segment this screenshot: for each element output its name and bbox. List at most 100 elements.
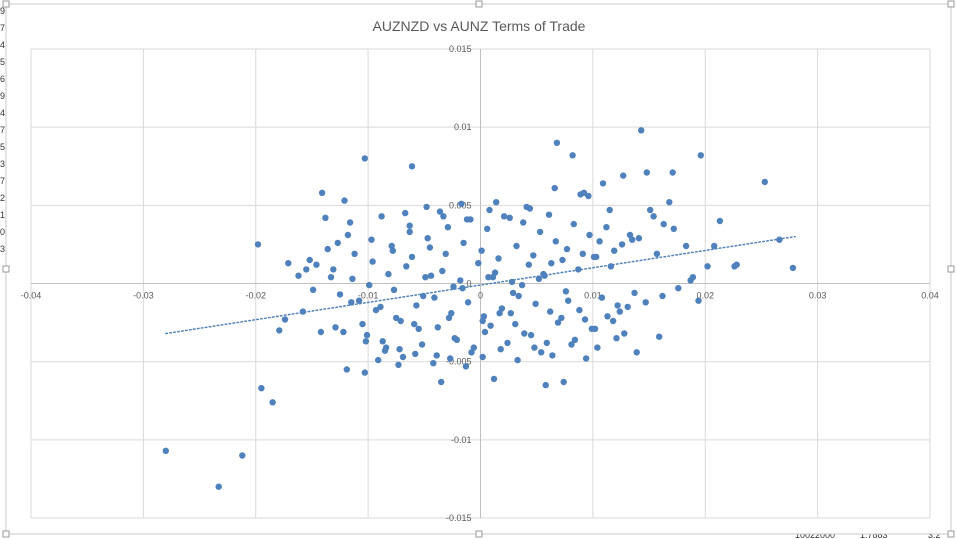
data-point[interactable] [295,272,302,279]
data-point[interactable] [527,331,535,339]
data-point[interactable] [613,335,620,342]
data-point[interactable] [552,238,559,245]
data-point[interactable] [647,206,654,214]
data-point[interactable] [542,381,549,389]
data-point[interactable] [697,152,704,159]
data-point[interactable] [366,281,373,289]
data-point[interactable] [604,313,611,320]
data-point[interactable] [484,225,491,232]
data-point[interactable] [585,192,592,200]
data-point[interactable] [368,236,375,243]
data-point[interactable] [362,338,370,345]
data-point[interactable] [621,330,628,337]
data-point[interactable] [659,292,666,300]
data-point[interactable] [408,253,416,261]
data-point[interactable] [359,320,366,328]
data-point[interactable] [239,452,246,459]
data-point[interactable] [642,299,649,306]
data-point[interactable] [303,266,310,273]
data-point[interactable] [440,213,447,220]
data-point[interactable] [426,244,434,251]
data-point[interactable] [504,339,511,347]
data-point[interactable] [427,272,435,279]
data-point[interactable] [420,292,427,300]
data-point[interactable] [514,356,521,364]
data-point[interactable] [344,231,352,239]
data-point[interactable] [393,314,400,322]
data-point[interactable] [389,247,396,254]
resize-handle[interactable] [2,0,10,8]
data-point[interactable] [451,335,458,342]
data-point[interactable] [349,275,356,282]
data-point[interactable] [450,283,457,290]
data-point[interactable] [318,189,326,196]
data-point[interactable] [457,277,464,284]
resize-handle[interactable] [947,0,955,8]
data-point[interactable] [363,331,371,339]
data-point[interactable] [538,349,545,356]
data-point[interactable] [430,360,437,367]
data-point[interactable] [638,127,645,134]
data-point[interactable] [629,236,636,243]
data-point[interactable] [281,316,289,323]
data-point[interactable] [761,178,768,186]
resize-handle[interactable] [475,0,483,8]
data-point[interactable] [355,297,363,304]
data-point[interactable] [603,224,610,231]
data-point[interactable] [500,213,508,220]
data-point[interactable] [445,314,453,322]
data-point[interactable] [438,378,445,386]
trendline[interactable] [165,235,796,335]
data-point[interactable] [611,247,618,254]
data-point[interactable] [487,322,494,329]
data-point[interactable] [576,306,583,314]
data-point[interactable] [687,277,694,284]
data-point[interactable] [675,285,682,292]
data-point[interactable] [478,247,485,254]
data-point[interactable] [553,139,561,146]
data-point[interactable] [656,333,663,340]
data-point[interactable] [509,289,517,297]
data-point[interactable] [397,317,404,325]
data-point[interactable] [369,258,376,265]
data-point[interactable] [518,281,526,289]
data-point[interactable] [351,250,358,257]
data-point[interactable] [670,225,677,232]
data-point[interactable] [515,292,522,300]
resize-handle[interactable] [475,530,483,538]
data-point[interactable] [462,363,470,370]
data-point[interactable] [559,256,566,264]
data-point[interactable] [361,155,368,162]
data-point[interactable] [324,245,331,253]
data-point[interactable] [467,216,474,223]
data-point[interactable] [439,267,446,275]
data-point[interactable] [276,327,283,334]
resize-handle[interactable] [947,265,955,273]
data-point[interactable] [475,260,482,267]
data-point[interactable] [346,219,354,226]
data-point[interactable] [586,231,593,239]
data-points[interactable] [162,127,797,490]
data-point[interactable] [495,255,502,262]
resize-handle[interactable] [2,530,10,538]
data-point[interactable] [596,238,603,245]
data-point[interactable] [536,228,544,236]
data-point[interactable] [479,317,486,325]
data-point[interactable] [789,264,797,272]
data-point[interactable] [372,306,380,314]
data-point[interactable] [565,297,572,304]
data-point[interactable] [643,169,650,176]
data-point[interactable] [609,317,617,325]
data-point[interactable] [375,356,382,364]
data-point[interactable] [530,252,537,259]
data-point[interactable] [433,352,440,359]
data-point[interactable] [620,172,627,179]
data-point[interactable] [309,286,317,293]
data-point[interactable] [633,349,640,356]
data-point[interactable] [378,213,385,220]
data-point[interactable] [581,316,589,323]
data-point[interactable] [377,303,384,311]
data-point[interactable] [577,191,584,198]
data-point[interactable] [523,203,530,211]
